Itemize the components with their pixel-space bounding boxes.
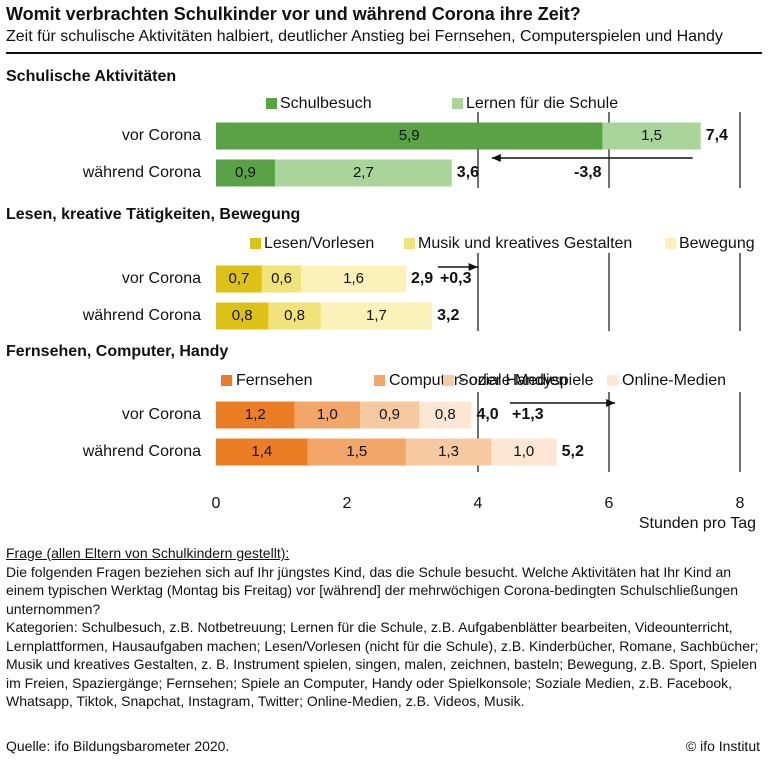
x-tick-8: 8: [736, 495, 745, 512]
total-label-2-0: 4,0: [476, 406, 498, 423]
x-axis-label: Stunden pro Tag: [639, 515, 756, 532]
bar-0-1-0: [216, 159, 275, 187]
bar-2-1-0: [216, 438, 308, 466]
bar-2-0-3: [419, 401, 472, 429]
category-label-2-1: während Corona: [82, 443, 201, 460]
data-label-1-0-1: 0,6: [271, 270, 292, 287]
chart-title: Womit verbrachten Schulkinder vor und wä…: [6, 4, 581, 24]
data-label-2-1-3: 1,0: [513, 443, 534, 460]
bar-0-0-1: [602, 122, 701, 150]
bar-1-0-1: [261, 265, 302, 293]
data-label-0-1-0: 0,9: [235, 164, 256, 181]
bar-2-0-2: [360, 401, 420, 429]
data-label-0-0-1: 1,5: [641, 127, 662, 144]
question-text: Die folgenden Fragen beziehen sich auf I…: [6, 563, 739, 617]
legend-label-0-0: Schulbesuch: [280, 95, 372, 112]
total-label-1-0: 2,9: [411, 270, 433, 287]
x-tick-4: 4: [474, 495, 483, 512]
legend-label-2-3: Online-Medien: [622, 372, 726, 389]
source-note: Quelle: ifo Bildungsbarometer 2020.: [6, 738, 230, 754]
question-label: Frage (allen Eltern von Schulkindern ges…: [6, 545, 290, 561]
legend-label-1-0: Lesen/Vorlesen: [264, 235, 374, 252]
category-label-0-1: während Corona: [82, 164, 201, 181]
data-label-1-0-2: 1,6: [343, 270, 364, 287]
total-label-1-1: 3,2: [437, 307, 459, 324]
category-label-1-1: während Corona: [82, 307, 201, 324]
panel-title-1: Lesen, kreative Tätigkeiten, Bewegung: [6, 206, 300, 223]
legend-swatch-0-1: [452, 98, 463, 109]
change-arrow-2-head: [606, 399, 616, 407]
bar-2-0-0: [216, 401, 295, 429]
legend-swatch-1-2: [665, 238, 676, 249]
legend-swatch-0-0: [266, 98, 277, 109]
legend-swatch-2-3: [607, 375, 618, 386]
category-label-0-0: vor Corona: [122, 127, 201, 144]
x-tick-2: 2: [343, 495, 352, 512]
bar-1-1-2: [320, 302, 433, 330]
change-label-0: -3,8: [574, 164, 602, 181]
bar-1-0-0: [216, 265, 262, 293]
legend-label-0-1: Lernen für die Schule: [466, 95, 618, 112]
data-label-0-0-0: 5,9: [399, 127, 420, 144]
bar-1-1-0: [216, 302, 269, 330]
data-label-2-0-1: 1,0: [317, 406, 338, 423]
legend-label-1-1: Musik und kreatives Gestalten: [418, 235, 632, 252]
data-label-1-1-0: 0,8: [232, 307, 253, 324]
legend-label-2-0: Fernsehen: [236, 372, 313, 389]
chart-subtitle: Zeit für schulische Aktivitäten halbiert…: [6, 28, 723, 45]
total-label-2-1: 5,2: [562, 443, 584, 460]
data-label-2-0-2: 0,9: [379, 406, 400, 423]
change-arrow-0-head: [491, 154, 501, 162]
total-label-0-1: 3,6: [457, 164, 479, 181]
category-label-2-0: vor Corona: [122, 406, 201, 423]
data-label-2-0-3: 0,8: [435, 406, 456, 423]
change-arrow-1-head: [468, 263, 478, 271]
bar-2-0-1: [294, 401, 361, 429]
footnotes: Frage (allen Eltern von Schulkindern ges…: [6, 544, 762, 711]
change-label-2: +1,3: [512, 406, 544, 423]
legend-label-2-2: Soziale Medien: [458, 372, 567, 389]
legend-swatch-2-0: [221, 375, 232, 386]
data-label-2-1-0: 1,4: [251, 443, 272, 460]
legend-label-2-1: Computer- oder Handyspiele: [389, 372, 594, 389]
category-label-1-0: vor Corona: [122, 270, 201, 287]
stacked-bar-chart: Schulische Aktivitäten Schulbesuch Lernen …: [6, 68, 756, 532]
data-label-2-1-1: 1,5: [346, 443, 367, 460]
title-divider: [6, 52, 762, 54]
bar-1-0-2: [301, 265, 406, 293]
bar-0-0-0: [216, 122, 603, 150]
x-tick-6: 6: [605, 495, 614, 512]
data-label-1-1-2: 1,7: [366, 307, 387, 324]
categories-text: Kategorien: Schulbesuch, z.B. Notbetreuu…: [6, 619, 759, 709]
data-label-1-1-1: 0,8: [284, 307, 305, 324]
legend-label-1-2: Bewegung: [679, 235, 755, 252]
total-label-0-0: 7,4: [706, 127, 728, 144]
legend-swatch-1-1: [404, 238, 415, 249]
legend-swatch-2-1: [374, 375, 385, 386]
bar-1-1-1: [268, 302, 321, 330]
legend-swatch-1-0: [250, 238, 261, 249]
data-label-0-1-1: 2,7: [353, 164, 374, 181]
panel-title-0: Schulische Aktivitäten: [6, 68, 176, 85]
bar-2-1-2: [405, 438, 492, 466]
data-label-2-0-0: 1,2: [245, 406, 266, 423]
bar-2-1-3: [491, 438, 557, 466]
bar-0-1-1: [274, 159, 452, 187]
legend-swatch-2-2: [443, 375, 454, 386]
change-label-1: +0,3: [440, 270, 472, 287]
data-label-2-1-2: 1,3: [438, 443, 459, 460]
copyright-note: © ifo Institut: [685, 738, 760, 754]
panel-title-2: Fernsehen, Computer, Handy: [6, 343, 228, 360]
x-tick-0: 0: [212, 495, 221, 512]
bar-2-1-1: [307, 438, 406, 466]
data-label-1-0-0: 0,7: [228, 270, 249, 287]
